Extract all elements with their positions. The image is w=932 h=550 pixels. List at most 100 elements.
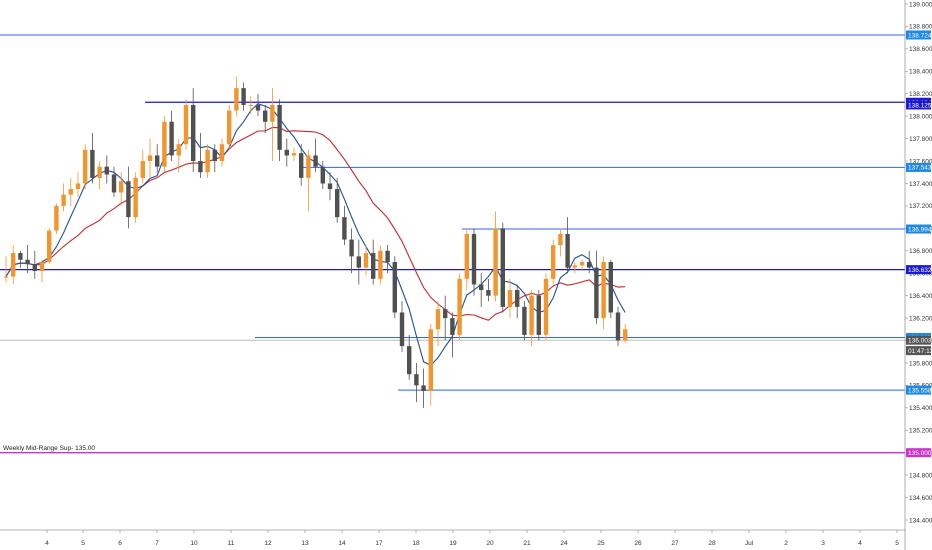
candles <box>3 76 628 408</box>
level-annotation: Weekly Mid-Range Sup- 135.00 <box>3 445 95 452</box>
candle-body <box>493 228 498 296</box>
level-tag-3: 136.994 <box>906 224 932 234</box>
time-tick-label: 11 <box>228 540 235 547</box>
price-tick-label: 136.200 <box>909 315 932 322</box>
candle-body <box>68 189 73 195</box>
level-tag-0: 138.724 <box>906 30 932 40</box>
candle-body <box>219 144 225 162</box>
price-tag-1-label: 136.003 <box>908 337 932 344</box>
candle-body <box>464 233 469 279</box>
price-tick-label: 138.200 <box>909 91 932 98</box>
candle <box>363 245 369 276</box>
candle <box>299 144 304 186</box>
candle-body <box>479 284 484 291</box>
candle-body <box>248 104 253 106</box>
candle-body <box>572 265 577 268</box>
candle <box>601 256 606 330</box>
candle <box>219 138 225 167</box>
candle <box>500 222 505 313</box>
candle-body <box>299 153 304 178</box>
candle <box>320 161 325 190</box>
candle <box>558 228 563 257</box>
candle-body <box>234 88 239 111</box>
candle-body <box>3 276 9 278</box>
price-tick-label: 137.800 <box>909 136 932 143</box>
price-tag-2-label: 01:47:13 <box>908 348 932 355</box>
moving-average-0 <box>5 126 626 321</box>
candle <box>421 368 426 408</box>
time-tick-label: 2 <box>784 540 788 547</box>
candle <box>104 155 109 184</box>
candle <box>169 110 174 162</box>
candle <box>54 203 59 234</box>
candle-body <box>608 262 613 313</box>
candle-body <box>428 329 433 391</box>
candle-body <box>385 250 390 262</box>
candle <box>515 284 520 319</box>
price-tick-label: 134.800 <box>909 472 932 479</box>
candle <box>587 250 592 274</box>
candle <box>25 245 30 274</box>
candle <box>176 138 181 173</box>
candle <box>615 306 621 347</box>
price-tick-label: 138.000 <box>909 113 932 120</box>
candle-body <box>18 253 23 260</box>
candle <box>551 239 556 285</box>
candle <box>306 149 311 212</box>
candle-body <box>399 312 405 347</box>
candle-body <box>335 189 340 218</box>
level-tag-7-label: 135.000 <box>908 450 932 457</box>
candle <box>342 205 347 246</box>
candle <box>327 172 333 201</box>
candle <box>3 256 9 283</box>
price-tick-label: 137.400 <box>909 181 932 188</box>
price-tag-0-label: 138.125 <box>908 102 932 109</box>
candle-body <box>486 290 491 296</box>
candle <box>529 290 534 347</box>
candle <box>61 183 66 212</box>
candle <box>486 278 491 302</box>
candle <box>111 166 117 197</box>
time-tick-label: 28 <box>708 540 716 547</box>
candle <box>392 256 397 319</box>
candle-body <box>349 239 354 257</box>
candle <box>18 250 23 268</box>
candle <box>313 138 318 173</box>
candle <box>608 259 613 319</box>
time-tick-label: 25 <box>597 540 605 547</box>
time-tick-label: 5 <box>81 540 85 547</box>
candle <box>83 144 88 190</box>
level-tag-2-label: 137.543 <box>908 165 932 172</box>
time-tick-label: 12 <box>264 540 272 547</box>
candle-body <box>407 346 412 375</box>
candle-body <box>263 110 268 122</box>
candle-body <box>371 253 376 279</box>
price-tags: 138.724138.124137.543136.994136.632136.0… <box>906 30 932 458</box>
time-tick-label: 24 <box>560 540 568 547</box>
level-tag-0-bg <box>906 30 931 40</box>
time-tick-label: 3 <box>821 540 825 547</box>
candle-body <box>414 374 419 386</box>
price-tick-label: 135.400 <box>909 405 932 412</box>
candle-body <box>97 166 102 178</box>
candle <box>435 301 441 347</box>
candle <box>191 88 196 173</box>
candle-body <box>320 166 325 184</box>
candle-body <box>507 290 513 307</box>
candle-body <box>47 230 52 262</box>
time-tick-label: 17 <box>375 540 383 547</box>
candle <box>75 172 81 197</box>
candle-body <box>119 181 124 193</box>
candle-body <box>565 233 570 268</box>
candle-body <box>75 183 81 190</box>
candle-body <box>435 309 441 330</box>
candle-body <box>443 309 448 319</box>
candle-body <box>255 104 261 111</box>
candle-body <box>594 267 599 319</box>
candle-body <box>277 104 282 150</box>
candle-body <box>615 312 621 341</box>
candle-body <box>601 262 606 319</box>
candle <box>457 273 462 341</box>
